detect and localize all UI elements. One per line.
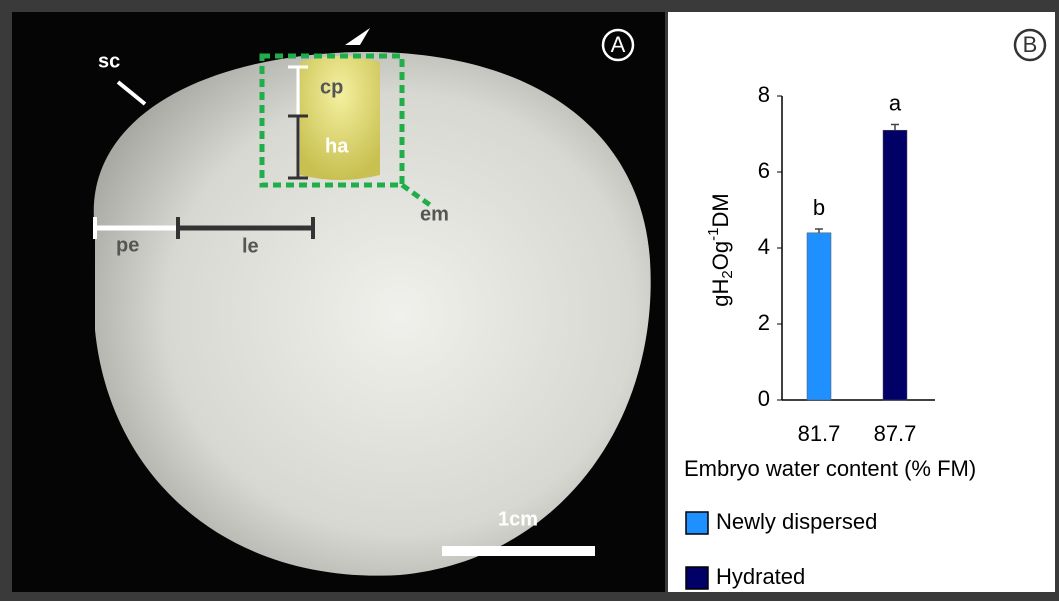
- label-sc: sc: [98, 50, 120, 72]
- value-label: a: [889, 90, 902, 115]
- x-tick-label: 87.7: [874, 421, 917, 446]
- y-tick-label: 4: [758, 234, 770, 259]
- legend-swatch: [686, 512, 708, 534]
- bar: [883, 130, 907, 400]
- y-tick-label: 8: [758, 82, 770, 107]
- y-tick-label: 2: [758, 310, 770, 335]
- label-cp: cp: [320, 76, 343, 98]
- label-pe: pe: [116, 234, 139, 256]
- value-label: b: [813, 195, 825, 220]
- embryo: [300, 56, 380, 180]
- y-axis-label: gH2Og-1DM: [705, 193, 736, 306]
- panel-letter: A: [611, 32, 626, 57]
- y-tick-label: 6: [758, 158, 770, 183]
- panel-letter: B: [1023, 32, 1038, 57]
- label-le: le: [242, 235, 259, 257]
- label-em: em: [420, 203, 449, 225]
- x-tick-label: 81.7: [798, 421, 841, 446]
- x-axis-label: Embryo water content (% FM): [684, 456, 976, 481]
- legend-label: Hydrated: [716, 564, 805, 589]
- figure: sc cp ha em pe le 1cm A B gH2Og-1DM Embr…: [0, 0, 1059, 601]
- scale-label: 1cm: [498, 508, 538, 530]
- legend-label: Newly dispersed: [716, 509, 877, 534]
- bar: [807, 233, 831, 400]
- legend-swatch: [686, 567, 708, 589]
- y-tick-label: 0: [758, 386, 770, 411]
- label-ha: ha: [325, 135, 349, 157]
